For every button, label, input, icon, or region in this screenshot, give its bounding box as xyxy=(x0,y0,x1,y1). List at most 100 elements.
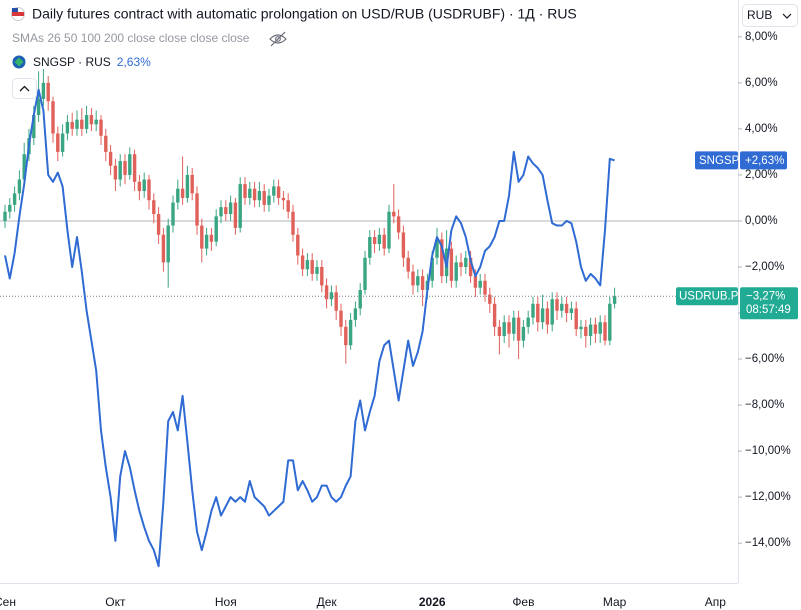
candle-body xyxy=(512,317,516,334)
candle-body xyxy=(478,280,482,288)
candle-body xyxy=(521,326,526,341)
collapse-button[interactable] xyxy=(12,78,37,99)
y-tick-label: −10,00% xyxy=(745,445,791,457)
y-tick-label: −8,00% xyxy=(745,399,784,411)
x-tick-label: Дек xyxy=(317,595,338,609)
candle-body xyxy=(248,188,252,198)
candle-body xyxy=(502,322,506,337)
candle-body xyxy=(574,308,578,330)
candle-body xyxy=(171,202,175,226)
candle-body xyxy=(200,225,204,249)
y-tick-label: 4,00% xyxy=(745,123,778,135)
overlay: Daily futures contract with automatic pr… xyxy=(11,4,798,99)
candle-body xyxy=(166,225,170,263)
candle-body xyxy=(204,234,209,249)
candle-body xyxy=(584,326,588,337)
x-tick-label: Фев xyxy=(512,595,534,609)
plot-area xyxy=(0,69,738,568)
candle-body xyxy=(396,216,401,233)
candle-body xyxy=(344,326,348,346)
candle-body xyxy=(243,184,247,198)
y-tick-label: −2,00% xyxy=(745,261,784,273)
candle-body xyxy=(608,303,612,341)
candle-body xyxy=(545,308,550,325)
candle-body xyxy=(296,234,300,256)
candle-body xyxy=(492,303,497,327)
candle-body xyxy=(368,237,372,258)
candle-body xyxy=(180,188,185,198)
x-tick-label: Окт xyxy=(105,595,126,609)
candle-body xyxy=(560,303,564,311)
candle-body xyxy=(564,303,569,314)
candle-body xyxy=(406,257,410,272)
last-value-box xyxy=(740,151,787,170)
flag-icon xyxy=(11,7,25,21)
candle-body xyxy=(252,188,257,201)
chart-title: Daily futures contract with automatic pr… xyxy=(32,6,577,22)
series-name-label: SNGSP xyxy=(699,155,740,167)
currency-dropdown[interactable]: RUB xyxy=(742,4,798,27)
candle-body xyxy=(348,319,353,346)
candle-body xyxy=(161,234,166,263)
candle-body xyxy=(588,324,593,337)
x-tick-label: Мар xyxy=(603,595,627,609)
candle-body xyxy=(84,115,89,129)
indicator-legend: SMAs 26 50 100 200 close close close clo… xyxy=(12,31,250,45)
series-name-label: USDRUB.P xyxy=(679,291,739,303)
candle-body xyxy=(123,161,127,175)
x-tick-label: Сен xyxy=(0,595,16,609)
candle-body xyxy=(156,214,161,235)
candle-body xyxy=(176,188,180,203)
candle-body xyxy=(310,260,314,274)
y-tick-label: 6,00% xyxy=(745,77,778,89)
candle-body xyxy=(94,119,98,125)
x-tick-label: Апр xyxy=(705,595,727,609)
candle-body xyxy=(449,248,454,281)
candle-body xyxy=(377,234,382,244)
candle-body xyxy=(531,303,535,318)
series-name-box xyxy=(695,151,738,170)
candle-body xyxy=(363,257,367,290)
candle-body xyxy=(459,262,463,267)
x-tick-label: Ноя xyxy=(215,595,237,609)
candle-body xyxy=(497,326,502,337)
candle-body xyxy=(238,184,242,228)
last-value-label: +2,63% xyxy=(745,155,784,167)
candle-body xyxy=(507,322,511,334)
candle-body xyxy=(416,276,420,286)
candle-body xyxy=(147,179,151,201)
candle-body xyxy=(281,197,286,201)
currency-label: RUB xyxy=(747,8,772,22)
candle-body xyxy=(329,292,334,300)
candle-body xyxy=(339,310,343,327)
candle-body xyxy=(540,308,545,323)
candle-body xyxy=(219,207,223,217)
candle-body xyxy=(51,101,55,134)
series-line xyxy=(4,88,615,568)
candle-body xyxy=(118,161,122,180)
candle-body xyxy=(473,276,478,288)
candle-body xyxy=(80,119,84,129)
candle-body xyxy=(46,82,50,102)
last-price-label: −3,27% xyxy=(746,291,785,303)
candle-body xyxy=(593,324,598,334)
candle-body xyxy=(612,296,617,304)
candle-body xyxy=(526,317,530,327)
candle-body xyxy=(36,98,41,116)
symbol-logo xyxy=(12,55,26,69)
candle-body xyxy=(8,204,12,212)
candle-body xyxy=(603,322,607,341)
candle-body xyxy=(65,121,70,134)
candle-body xyxy=(276,186,281,198)
y-tick-label: −6,00% xyxy=(745,353,784,365)
candle-body xyxy=(272,186,276,196)
candle-body xyxy=(137,181,142,192)
candle-body xyxy=(214,216,218,242)
hide-eye-icon[interactable] xyxy=(269,31,287,47)
candle-body xyxy=(41,82,46,99)
candle-body xyxy=(56,133,60,152)
candle-body xyxy=(411,271,415,286)
